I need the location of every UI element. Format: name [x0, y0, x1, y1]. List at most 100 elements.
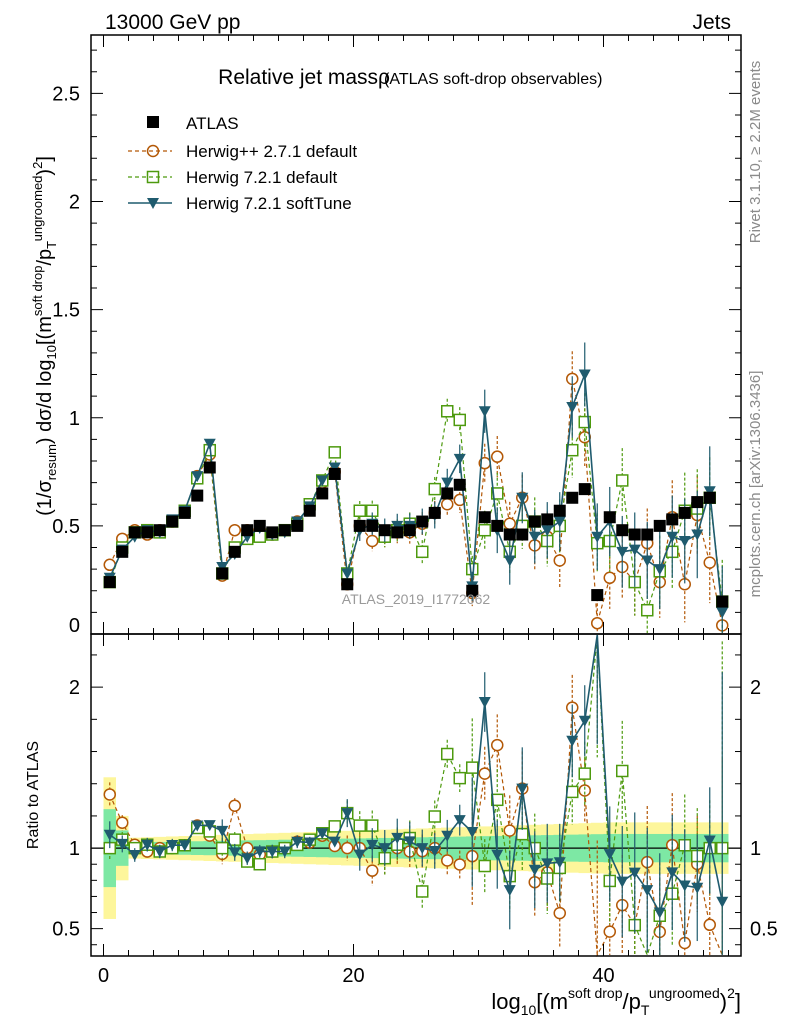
data-point-h72s — [191, 471, 204, 483]
ratio-point-h27 — [103, 788, 116, 801]
ratio-point-h27 — [228, 799, 241, 813]
ratio-point-h72d — [441, 747, 454, 761]
ratio-point-h72d — [353, 819, 366, 832]
legend-label-herwig-7-2-1-default: Herwig 7.2.1 default — [186, 168, 337, 187]
ratio-plot-series — [103, 634, 729, 958]
ratio-point-h72d — [566, 785, 579, 799]
x-axis-label: log10[(msoft drop/pTungroomed)2] — [491, 985, 741, 1018]
data-point-atlas — [241, 524, 254, 537]
data-point-h72s — [641, 555, 654, 567]
data-point-atlas — [716, 595, 729, 608]
ratio-point-h72s — [166, 840, 179, 852]
ratio-y-tick-label: 0.5 — [52, 919, 80, 941]
data-point-atlas — [416, 515, 429, 528]
ratio-point-h72s — [541, 858, 554, 870]
ratio-point-h27 — [366, 864, 379, 877]
data-point-h72s — [553, 516, 566, 528]
data-point-h72s — [341, 568, 354, 580]
data-point-atlas — [441, 487, 454, 500]
data-point-atlas — [141, 526, 154, 539]
data-point-h72d — [616, 474, 629, 487]
ratio-point-h72d — [491, 793, 504, 807]
ratio-point-h72s — [616, 876, 629, 888]
data-point-atlas — [691, 496, 704, 509]
ratio-point-h72s — [191, 820, 204, 832]
data-point-atlas — [228, 545, 241, 558]
data-point-atlas — [341, 578, 354, 591]
ratio-point-h72d — [466, 761, 479, 774]
data-point-atlas — [666, 513, 679, 526]
side-label-mcplots: mcplots.cern.ch [arXiv:1306.3436] — [747, 371, 764, 598]
legend-marker-herwig-7-2-1-softtune — [147, 198, 159, 209]
data-point-atlas — [291, 519, 304, 532]
data-point-atlas — [516, 528, 529, 541]
data-point-h72s — [566, 401, 579, 413]
x-tick-label: 20 — [342, 965, 364, 987]
ratio-point-h72s — [153, 846, 166, 858]
data-point-h27 — [703, 556, 716, 569]
legend-entry-herwig-7-2-1-softtune: Herwig 7.2.1 softTune — [128, 194, 352, 213]
data-point-atlas — [153, 524, 166, 537]
data-point-atlas — [353, 519, 366, 532]
data-point-h72s — [653, 564, 666, 576]
legend-label-herwig-7-2-1-softtune: Herwig 7.2.1 softTune — [186, 194, 352, 213]
data-point-h72s — [516, 492, 529, 504]
data-point-h72d — [441, 405, 454, 418]
data-point-h72d — [428, 482, 441, 496]
data-point-h27 — [453, 493, 466, 507]
ratio-point-h72d — [416, 885, 429, 898]
data-point-atlas — [591, 589, 604, 602]
data-point-h72s — [716, 607, 729, 619]
ratio-point-h72s — [453, 815, 466, 827]
x-tick-label: 40 — [592, 965, 614, 987]
y-tick-label: 2 — [69, 192, 80, 214]
ratio-point-h72s — [553, 857, 566, 869]
data-point-h72s — [503, 555, 516, 567]
data-point-h72s — [528, 531, 541, 543]
data-point-atlas — [478, 511, 491, 524]
ratio-point-h72s — [641, 885, 654, 897]
ratio-point-h72s — [478, 697, 491, 709]
ratio-point-h72s — [216, 825, 229, 837]
main-plot-series — [103, 342, 729, 633]
series-atlas — [103, 461, 729, 608]
data-point-atlas — [391, 526, 404, 539]
legend-marker-atlas — [147, 116, 159, 128]
data-point-h72s — [203, 438, 216, 450]
ratio-point-h72d — [616, 764, 629, 778]
data-point-atlas — [378, 524, 391, 537]
data-point-atlas — [566, 491, 579, 504]
data-point-h72s — [691, 529, 704, 541]
data-point-atlas — [503, 528, 516, 541]
main-y-axis-label: (1/σresum) dσ/d log10[(msoft drop/pTungr… — [30, 156, 59, 516]
ratio-point-h72s — [653, 907, 666, 919]
data-point-atlas — [103, 576, 116, 589]
ratio-point-h72d — [428, 810, 441, 823]
ratio-line-h27 — [109, 707, 723, 958]
data-point-atlas — [403, 524, 416, 537]
ratio-point-h72s — [403, 836, 416, 848]
ratio-plot-frame — [90, 633, 742, 957]
ratio-point-h72s — [116, 838, 129, 850]
ratio-point-h27 — [491, 738, 504, 752]
data-point-h72s — [441, 477, 454, 489]
data-point-atlas — [628, 528, 641, 541]
data-point-atlas — [278, 524, 291, 537]
data-point-atlas — [303, 504, 316, 517]
ratio-point-h72s — [391, 832, 404, 844]
ratio-point-h72s — [366, 839, 379, 851]
ratio-point-h27 — [503, 824, 516, 837]
ratio-point-h72s — [691, 882, 704, 894]
ratio-plot-ticks: 0 20 40 0.5 0.5 1 1 2 2 — [52, 634, 778, 987]
ratio-point-h72s — [578, 715, 591, 727]
ratio-series-h72s — [103, 634, 729, 955]
data-point-atlas — [553, 504, 566, 517]
data-point-h72s — [591, 531, 604, 543]
data-point-h27 — [591, 616, 604, 630]
ratio-point-h72s — [291, 836, 304, 848]
data-point-atlas — [428, 506, 441, 519]
ratio-point-h27 — [553, 906, 566, 920]
data-point-atlas — [641, 528, 654, 541]
